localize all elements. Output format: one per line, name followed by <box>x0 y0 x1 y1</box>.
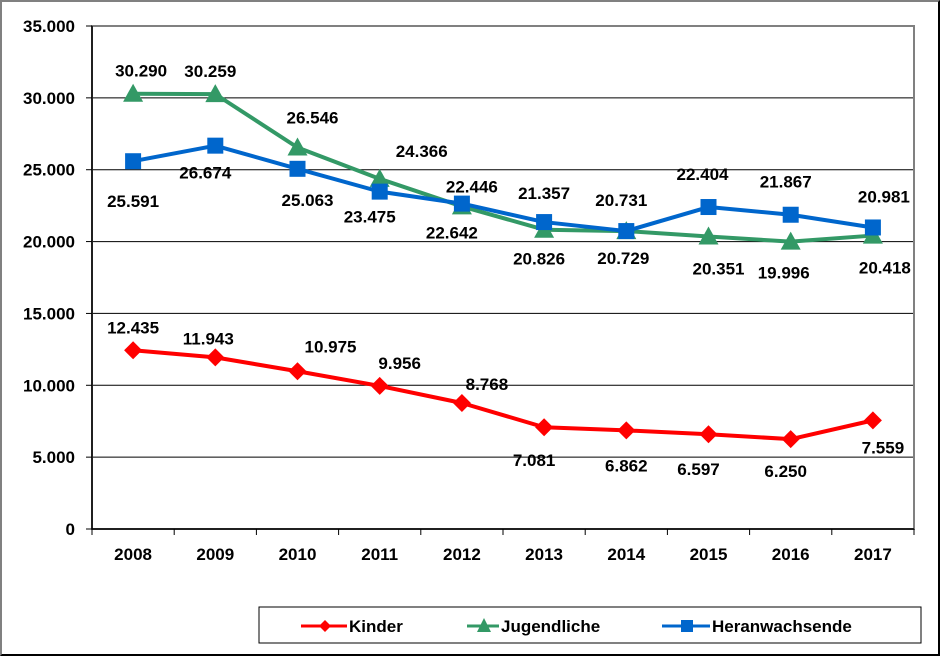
y-tick-label: 5.000 <box>32 448 75 467</box>
data-label: 25.591 <box>107 192 159 211</box>
data-point <box>287 137 308 156</box>
data-label: 6.862 <box>605 456 648 475</box>
y-tick-label: 10.000 <box>23 376 75 395</box>
data-point <box>370 376 389 395</box>
data-point <box>536 214 553 231</box>
series-layer <box>123 83 883 449</box>
data-point <box>125 153 142 170</box>
legend-item-kinder: Kinder <box>301 617 403 636</box>
legend-square-icon <box>681 620 693 632</box>
legend-triangle-icon <box>477 618 491 632</box>
data-point <box>781 430 800 449</box>
data-point <box>123 83 144 102</box>
data-label: 6.597 <box>677 460 720 479</box>
data-point <box>207 137 224 154</box>
y-tick-label: 25.000 <box>23 161 75 180</box>
series-line <box>132 348 874 442</box>
x-tick-label: 2017 <box>854 545 892 564</box>
x-tick-label: 2010 <box>279 545 317 564</box>
data-point <box>535 418 554 437</box>
data-point <box>206 348 225 367</box>
data-label: 12.435 <box>107 318 159 337</box>
data-point <box>700 199 717 216</box>
legend-item-heranwachsende: Heranwachsende <box>662 617 852 636</box>
data-point <box>618 223 635 240</box>
y-tick-label: 15.000 <box>23 304 75 323</box>
data-point <box>863 411 882 430</box>
data-label: 20.981 <box>858 187 910 206</box>
data-point <box>205 84 226 103</box>
data-label: 26.674 <box>179 164 232 183</box>
data-label: 22.642 <box>426 224 478 243</box>
data-point <box>371 183 388 200</box>
legend-label: Jugendliche <box>501 617 600 636</box>
data-point <box>782 206 799 223</box>
x-tick-label: 2013 <box>525 545 563 564</box>
data-label: 6.250 <box>764 462 807 481</box>
data-label: 26.546 <box>287 108 339 127</box>
data-labels-layer: 12.435 11.943 10.975 9.956 8.768 7.081 6.862 6.… <box>107 62 911 481</box>
data-label: 21.867 <box>760 173 812 192</box>
x-tick-label: 2009 <box>196 545 234 564</box>
legend-diamond-icon <box>319 620 331 632</box>
series-jugendliche <box>123 83 883 250</box>
series-line <box>132 143 874 234</box>
data-label: 20.729 <box>597 249 649 268</box>
data-label: 22.404 <box>677 165 730 184</box>
y-tick-label: 35.000 <box>23 17 75 36</box>
x-tick-label: 2011 <box>361 545 398 564</box>
axes <box>86 25 915 535</box>
data-label: 21.357 <box>518 184 570 203</box>
x-tick-label: 2012 <box>443 545 481 564</box>
y-tick-label: 20.000 <box>23 233 75 252</box>
x-tick-label: 2014 <box>607 545 645 564</box>
data-label: 20.418 <box>859 259 911 278</box>
data-label: 23.475 <box>344 208 396 227</box>
data-label: 20.826 <box>513 250 565 269</box>
data-point <box>864 219 881 236</box>
data-point <box>780 231 801 250</box>
data-label: 8.768 <box>466 375 509 394</box>
x-tick-label: 2008 <box>114 545 152 564</box>
data-label: 24.366 <box>396 142 448 161</box>
data-point <box>617 421 636 440</box>
x-tick-label: 2015 <box>690 545 728 564</box>
data-point <box>698 226 719 245</box>
data-point <box>699 425 718 444</box>
legend: Kinder Jugendliche Heranwachsende <box>258 606 922 644</box>
data-label: 20.731 <box>595 191 647 210</box>
data-label: 9.956 <box>378 354 421 373</box>
data-point <box>453 195 470 212</box>
data-label: 30.290 <box>115 62 167 81</box>
legend-box <box>258 606 922 644</box>
data-label: 7.081 <box>513 451 556 470</box>
data-label: 11.943 <box>183 329 234 348</box>
x-tick-label: 2016 <box>772 545 810 564</box>
x-axis-tick-labels: 2008 2009 2010 2011 2012 2013 2014 2015 2016 2017 <box>114 545 892 564</box>
data-label: 10.975 <box>305 337 357 356</box>
y-tick-label: 30.000 <box>23 89 75 108</box>
data-point <box>124 341 143 360</box>
data-point <box>289 160 306 177</box>
y-axis-tick-labels: 0 5.000 10.000 15.000 20.000 25.000 30.000 35.0… <box>23 17 75 539</box>
series-kinder <box>124 341 882 449</box>
data-point <box>288 362 307 381</box>
data-label: 25.063 <box>282 191 334 210</box>
legend-label: Heranwachsende <box>712 617 852 636</box>
legend-label: Kinder <box>349 617 403 636</box>
data-label: 19.996 <box>758 264 810 283</box>
data-label: 7.559 <box>862 438 905 457</box>
data-point <box>369 168 390 187</box>
series-heranwachsende <box>125 137 881 240</box>
data-label: 22.446 <box>446 177 498 196</box>
legend-item-jugendliche: Jugendliche <box>467 617 600 636</box>
data-label: 20.351 <box>693 260 745 279</box>
y-tick-label: 0 <box>66 520 75 539</box>
data-point <box>452 393 471 412</box>
data-label: 30.259 <box>184 62 236 81</box>
series-line <box>133 91 874 244</box>
